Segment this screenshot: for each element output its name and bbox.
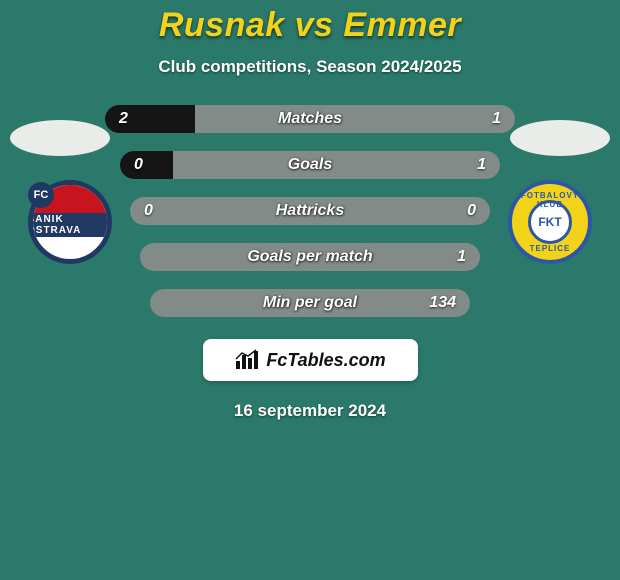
- comparison-card: Rusnak vs Emmer Club competitions, Seaso…: [0, 0, 620, 580]
- stat-label: Hattricks: [276, 202, 344, 220]
- stat-value-right: 1: [457, 248, 466, 266]
- stat-value-left: 2: [119, 110, 128, 128]
- stat-label: Goals per match: [247, 248, 372, 266]
- stat-value-right: 134: [429, 294, 456, 312]
- stat-label: Min per goal: [263, 294, 357, 312]
- stat-value-left: 0: [144, 202, 153, 220]
- stat-value-right: 1: [492, 110, 501, 128]
- stat-value-left: 0: [134, 156, 143, 174]
- page-title: Rusnak vs Emmer: [159, 6, 461, 45]
- stat-value-right: 0: [467, 202, 476, 220]
- date-text: 16 september 2024: [234, 401, 386, 421]
- stat-row: 0 Goals 1: [120, 151, 500, 179]
- stat-row: 2 Matches 1: [105, 105, 515, 133]
- stat-row: Goals per match 1: [140, 243, 480, 271]
- attribution-badge: FcTables.com: [203, 339, 418, 381]
- stats-area: 2 Matches 1 0 Goals 1 0 Hattricks 0 Goals per mat…: [0, 105, 620, 317]
- attribution-text: FcTables.com: [266, 350, 385, 371]
- stat-label: Goals: [288, 156, 332, 174]
- stat-row: Min per goal 134: [150, 289, 470, 317]
- stat-label: Matches: [278, 110, 342, 128]
- stat-row: 0 Hattricks 0: [130, 197, 490, 225]
- stat-value-right: 1: [477, 156, 486, 174]
- page-subtitle: Club competitions, Season 2024/2025: [158, 57, 461, 77]
- bar-chart-icon: [234, 349, 260, 371]
